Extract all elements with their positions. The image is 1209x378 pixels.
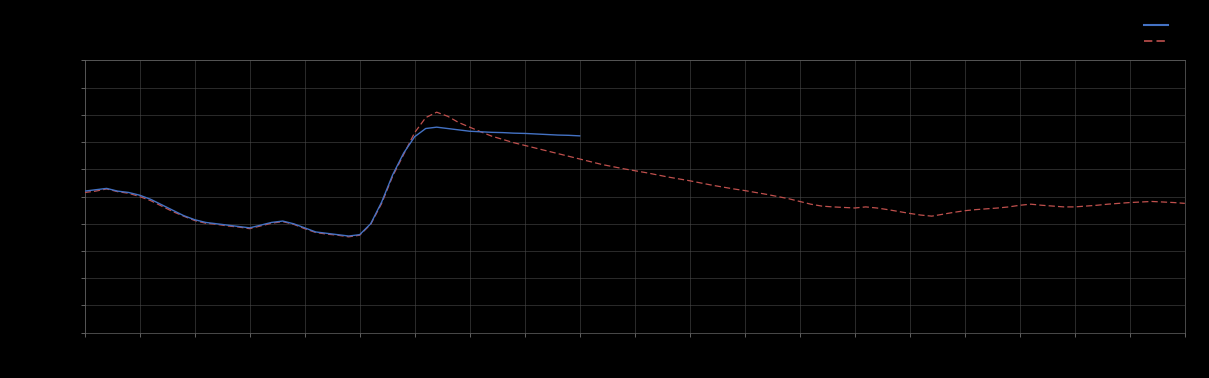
Legend: , : , — [1140, 16, 1180, 50]
